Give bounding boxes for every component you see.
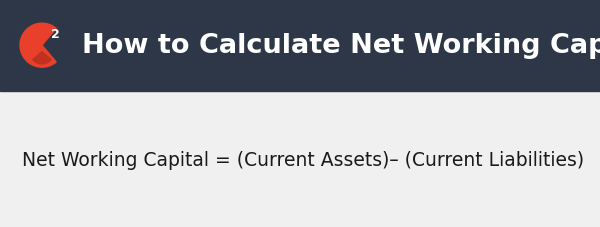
Text: 2: 2 bbox=[51, 27, 60, 40]
Wedge shape bbox=[20, 24, 56, 68]
Wedge shape bbox=[33, 52, 51, 65]
Text: Net Working Capital = (Current Assets)– (Current Liabilities): Net Working Capital = (Current Assets)– … bbox=[22, 150, 584, 169]
Bar bbox=[0, 0, 600, 92]
Text: How to Calculate Net Working Capital: How to Calculate Net Working Capital bbox=[82, 33, 600, 59]
